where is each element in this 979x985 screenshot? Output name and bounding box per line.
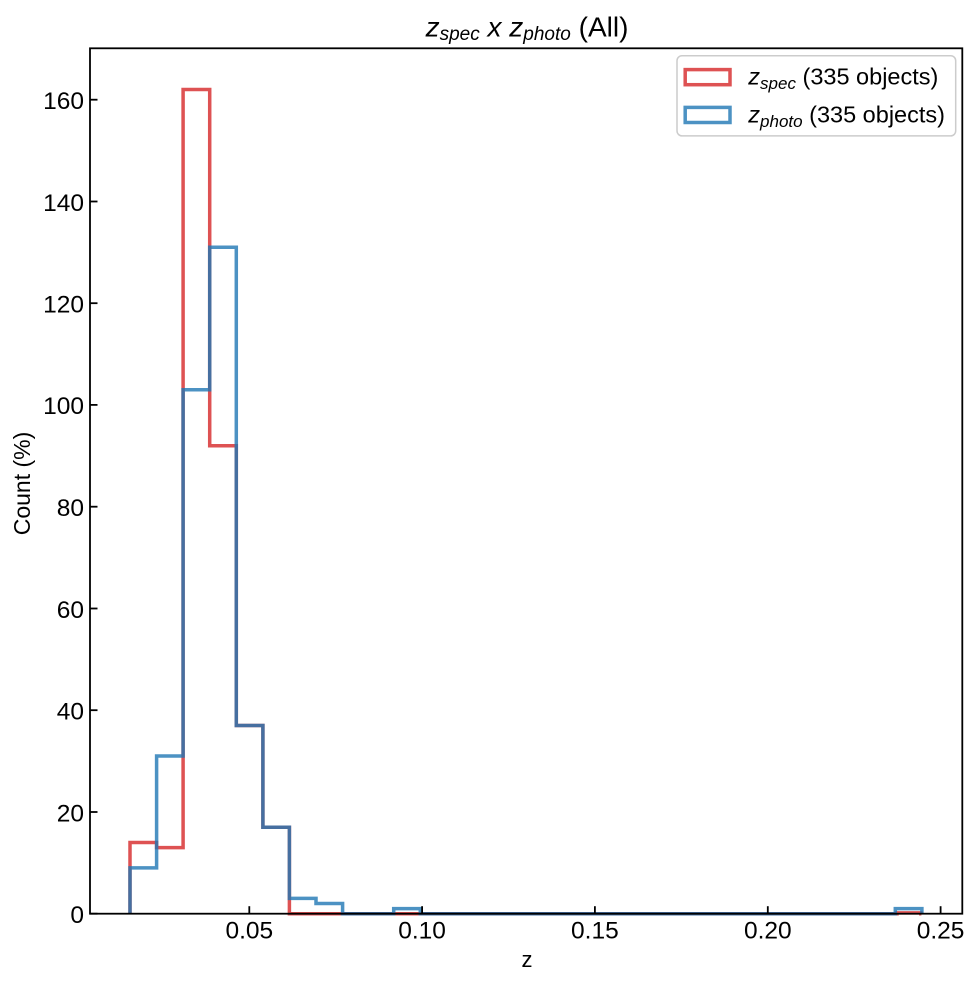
svg-text:120: 120: [43, 292, 84, 319]
svg-text:z: z: [522, 947, 533, 972]
svg-text:20: 20: [57, 800, 84, 827]
svg-text:0: 0: [70, 902, 84, 929]
svg-text:0.25: 0.25: [917, 918, 965, 945]
svg-text:0.20: 0.20: [744, 918, 792, 945]
svg-text:160: 160: [43, 88, 84, 115]
svg-text:60: 60: [57, 597, 84, 624]
svg-text:0.15: 0.15: [571, 918, 619, 945]
svg-text:Count (%): Count (%): [9, 432, 35, 536]
svg-text:100: 100: [43, 393, 84, 420]
svg-text:zspec x zphoto (All): zspec x zphoto (All): [425, 11, 629, 45]
svg-text:40: 40: [57, 699, 84, 726]
svg-text:zspec (335 objects): zspec (335 objects): [747, 64, 938, 94]
svg-text:0.05: 0.05: [225, 918, 273, 945]
svg-text:0.10: 0.10: [398, 918, 446, 945]
svg-text:zphoto (335 objects): zphoto (335 objects): [747, 101, 945, 131]
svg-text:80: 80: [57, 495, 84, 522]
svg-text:140: 140: [43, 190, 84, 217]
